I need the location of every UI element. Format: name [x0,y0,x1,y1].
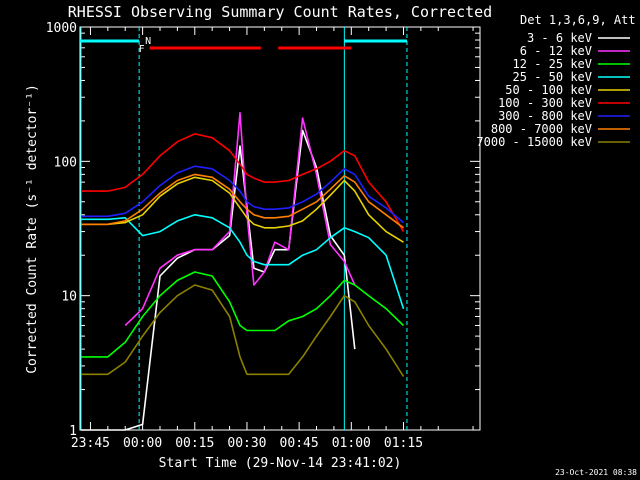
legend-label: 3 - 6 keV [527,31,592,45]
x-tick-label: 01:15 [384,436,423,451]
legend-label: 25 - 50 keV [513,70,592,84]
series-line [81,133,405,233]
x-tick-label: 00:15 [175,436,214,451]
y-tick-label: 10 [61,290,77,305]
flare-label: F [139,44,145,55]
x-tick-label: 23:45 [71,436,110,451]
series-line [81,129,356,431]
legend-label: 100 - 300 keV [498,96,592,110]
legend-label: 300 - 800 keV [498,109,592,123]
legend-header: Det 1,3,6,9, Att 0 [520,13,640,27]
series-line [81,165,405,224]
chart-title: RHESSI Observing Summary Count Rates, Co… [68,3,492,21]
legend-label: 800 - 7000 keV [491,122,592,136]
plot-frame [79,26,481,431]
y-tick-label: 1000 [46,21,77,36]
y-tick-label: 100 [54,155,77,170]
x-tick-label: 00:30 [227,436,266,451]
x-tick-label: 00:00 [123,436,162,451]
x-tick-label: 00:45 [280,436,319,451]
y-axis-label: Corrected Count Rate (s⁻¹ detector⁻¹) [25,84,40,374]
legend-label: 6 - 12 keV [520,44,592,58]
x-axis-label: Start Time (29-Nov-14 23:41:02) [159,456,402,471]
series-line [124,111,356,327]
series-line [81,176,404,243]
generation-timestamp: 23-Oct-2021 08:38 [555,468,637,477]
series-line [81,214,405,309]
night-label: N [145,36,151,47]
y-tick-label: 1 [69,424,77,439]
x-tick-label: 01:00 [332,436,371,451]
series-line [81,271,405,358]
legend-label: 12 - 25 keV [513,57,592,71]
legend-label: 50 - 100 keV [505,83,592,97]
series-line [81,284,405,377]
legend-label: 7000 - 15000 keV [476,135,592,149]
series-line [81,173,404,229]
